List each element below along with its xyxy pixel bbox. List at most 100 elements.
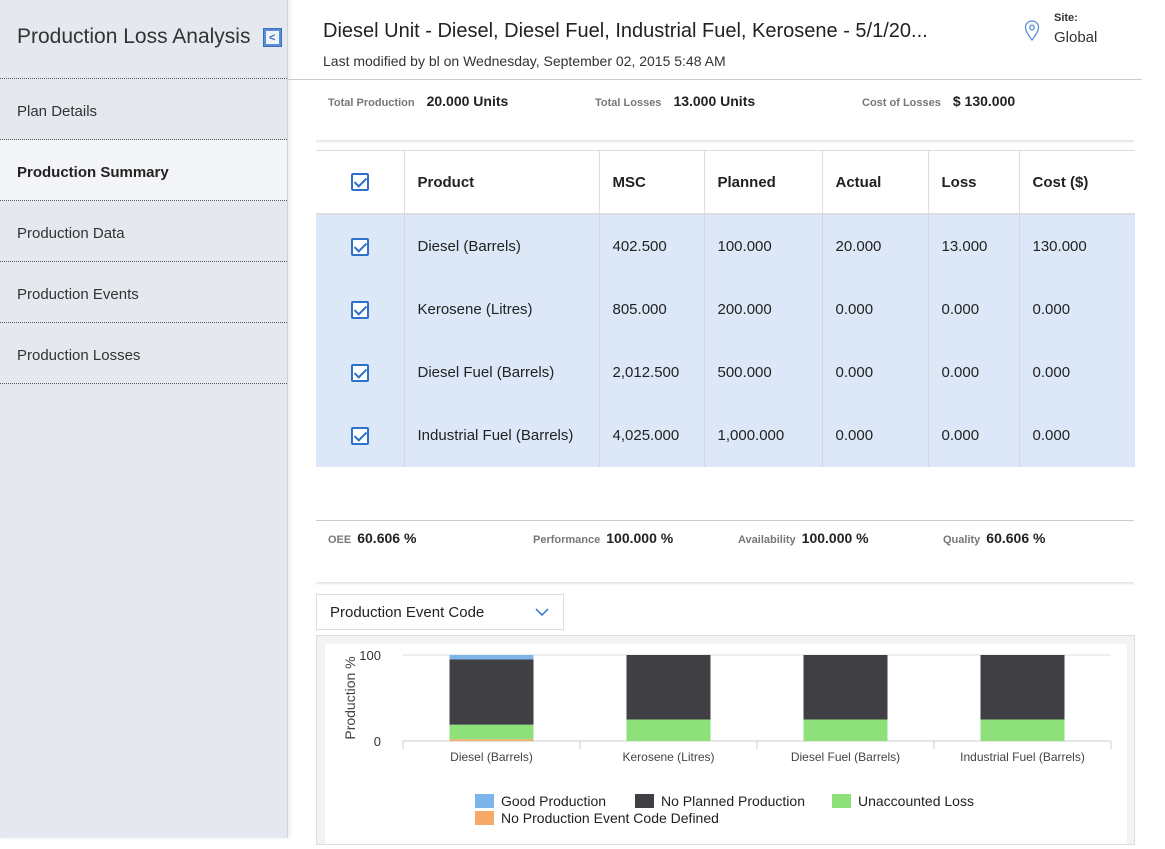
x-tick-label: Kerosene (Litres): [622, 750, 714, 764]
loss-cell: 0.000: [928, 341, 1020, 404]
table-row[interactable]: Kerosene (Litres) 805.000 200.000 0.000 …: [316, 278, 1135, 341]
bar-segment: [980, 655, 1065, 720]
product-cell: Industrial Fuel (Barrels): [404, 404, 600, 467]
column-header-cost[interactable]: Cost ($): [1019, 150, 1135, 215]
planned-cell: 1,000.000: [704, 404, 823, 467]
app-title: Production Loss Analysis: [17, 25, 251, 48]
row-checkbox[interactable]: [350, 363, 369, 382]
sidebar-item-label: Production Events: [17, 286, 139, 303]
legend-swatch: [832, 794, 851, 808]
x-tick-label: Diesel (Barrels): [450, 750, 533, 764]
sidebar-item-production-losses[interactable]: Production Losses: [0, 323, 287, 384]
row-select-cell: [316, 341, 405, 404]
divider: [316, 582, 1134, 585]
column-header-product[interactable]: Product: [404, 150, 600, 215]
page-title: Diesel Unit - Diesel, Diesel Fuel, Indus…: [323, 20, 928, 42]
metrics-divider: [316, 520, 1134, 521]
table-row[interactable]: Industrial Fuel (Barrels) 4,025.000 1,00…: [316, 404, 1135, 467]
legend-label: Good Production: [501, 793, 606, 809]
row-select-cell: [316, 278, 405, 341]
dropdown-selected-value: Production Event Code: [330, 604, 485, 621]
row-checkbox[interactable]: [350, 426, 369, 445]
planned-cell: 100.000: [704, 214, 823, 278]
select-all-cell: [316, 150, 405, 215]
loss-cell: 13.000: [928, 214, 1020, 278]
product-cell: Kerosene (Litres): [404, 278, 600, 341]
location-pin-icon: [1024, 20, 1040, 42]
bar-segment: [449, 655, 534, 660]
quality-metric: Quality 60.606 %: [943, 530, 1045, 548]
column-header-actual[interactable]: Actual: [822, 150, 929, 215]
cost-cell: 0.000: [1019, 278, 1135, 341]
legend-swatch: [475, 811, 494, 825]
oee-label: OEE: [328, 534, 352, 546]
legend-swatch: [635, 794, 654, 808]
sidebar-item-production-summary[interactable]: Production Summary: [0, 140, 287, 201]
sidebar: Production Loss Analysis < Plan Details …: [0, 0, 288, 838]
chart-panel: 100 0 Production % Diesel (Barrels) Kerosene…: [316, 635, 1135, 845]
legend-swatch: [475, 794, 494, 808]
divider: [316, 140, 1134, 143]
collapse-sidebar-button[interactable]: <: [263, 28, 282, 47]
actual-cell: 0.000: [822, 341, 929, 404]
planned-cell: 500.000: [704, 341, 823, 404]
site-label: Site:: [1054, 12, 1078, 24]
msc-cell: 402.500: [599, 214, 705, 278]
sidebar-item-production-events[interactable]: Production Events: [0, 262, 287, 323]
availability-label: Availability: [738, 534, 796, 546]
column-header-planned[interactable]: Planned: [704, 150, 823, 215]
product-cell: Diesel Fuel (Barrels): [404, 341, 600, 404]
bar-segment: [803, 719, 888, 741]
bar-segment: [449, 724, 534, 740]
last-modified-text: Last modified by bl on Wednesday, Septem…: [323, 53, 726, 69]
legend-label: No Planned Production: [661, 793, 805, 809]
total-losses: Total Losses 13.000 Units: [595, 93, 755, 111]
legend-label: Unaccounted Loss: [858, 793, 974, 809]
products-table: Product MSC Planned Actual Loss Cost ($)…: [316, 150, 1135, 467]
x-tick-label: Industrial Fuel (Barrels): [960, 750, 1085, 764]
actual-cell: 0.000: [822, 278, 929, 341]
cost-cell: 130.000: [1019, 214, 1135, 278]
production-chart: 100 0 Production % Diesel (Barrels) Kerosene…: [342, 648, 1112, 826]
bar-segment: [449, 659, 534, 725]
availability-value: 100.000 %: [801, 530, 869, 546]
row-select-cell: [316, 214, 405, 278]
bar-segment: [449, 739, 534, 741]
total-losses-label: Total Losses: [595, 97, 662, 109]
site-value: Global: [1054, 29, 1098, 46]
header-divider: [288, 79, 1142, 80]
y-tick-label: 100: [359, 648, 381, 663]
cost-of-losses: Cost of Losses $ 130.000: [862, 93, 1015, 111]
y-axis-label: Production %: [342, 656, 358, 739]
column-header-loss[interactable]: Loss: [928, 150, 1020, 215]
column-header-msc[interactable]: MSC: [599, 150, 705, 215]
sidebar-item-plan-details[interactable]: Plan Details: [0, 79, 287, 140]
sidebar-item-label: Production Summary: [17, 164, 169, 181]
planned-cell: 200.000: [704, 278, 823, 341]
table-row[interactable]: Diesel Fuel (Barrels) 2,012.500 500.000 …: [316, 341, 1135, 404]
oee-value: 60.606 %: [357, 530, 417, 546]
event-code-dropdown[interactable]: Production Event Code: [316, 594, 564, 630]
legend-label: No Production Event Code Defined: [501, 810, 719, 826]
select-all-checkbox[interactable]: [350, 173, 369, 192]
row-checkbox[interactable]: [350, 300, 369, 319]
total-losses-value: 13.000 Units: [673, 93, 756, 109]
y-tick-label: 0: [374, 734, 381, 749]
oee-metric: OEE 60.606 %: [328, 530, 416, 548]
main-content: Diesel Unit - Diesel, Diesel Fuel, Indus…: [288, 0, 1165, 845]
availability-metric: Availability 100.000 %: [738, 530, 869, 548]
quality-value: 60.606 %: [986, 530, 1046, 546]
cost-cell: 0.000: [1019, 341, 1135, 404]
x-tick-label: Diesel Fuel (Barrels): [791, 750, 900, 764]
quality-label: Quality: [943, 534, 981, 546]
sidebar-header: Production Loss Analysis <: [0, 0, 287, 79]
sidebar-item-label: Plan Details: [17, 103, 98, 120]
performance-metric: Performance 100.000 %: [533, 530, 673, 548]
row-checkbox[interactable]: [350, 237, 369, 256]
cost-cell: 0.000: [1019, 404, 1135, 467]
table-row[interactable]: Diesel (Barrels) 402.500 100.000 20.000 …: [316, 214, 1135, 278]
sidebar-item-production-data[interactable]: Production Data: [0, 201, 287, 262]
loss-cell: 0.000: [928, 404, 1020, 467]
chart-area: 100 0 Production % Diesel (Barrels) Kerosene…: [325, 644, 1127, 844]
bar-segment: [626, 719, 711, 741]
